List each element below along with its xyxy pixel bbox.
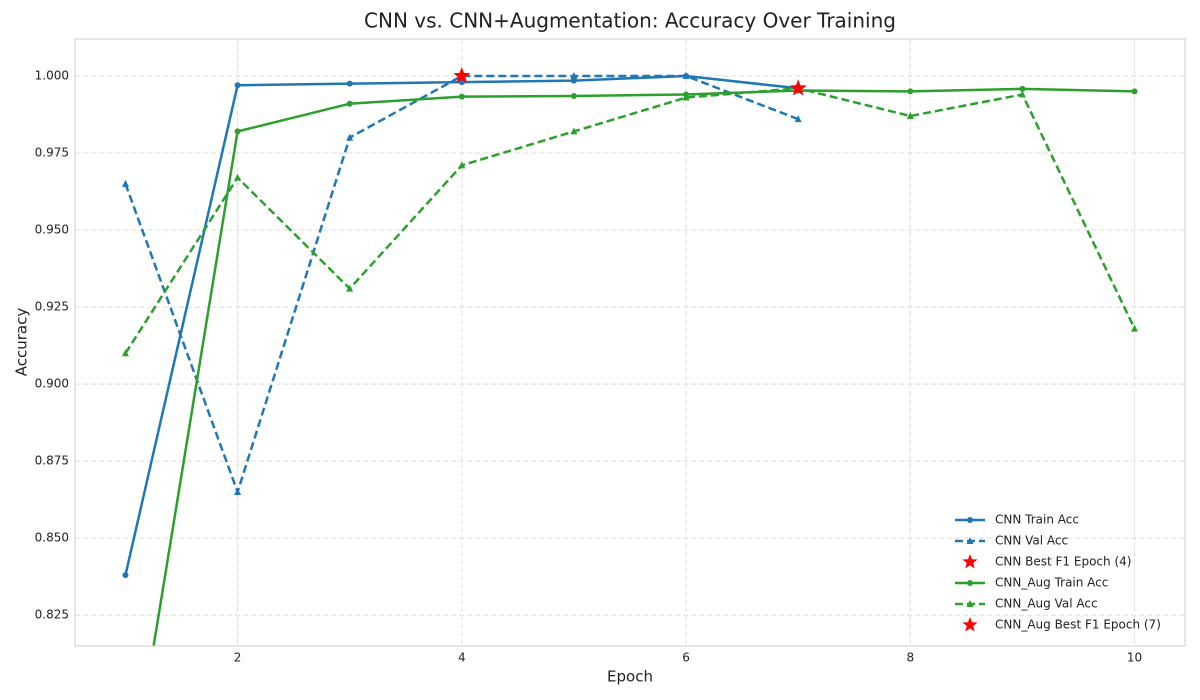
- point: [682, 71, 690, 79]
- point: [570, 93, 577, 100]
- point: [346, 80, 353, 87]
- point: [1131, 324, 1139, 332]
- legend-label: CNN_Aug Best F1 Epoch (7): [995, 618, 1161, 632]
- point: [1019, 85, 1026, 92]
- y-tick-label: 0.975: [35, 146, 69, 160]
- legend-label: CNN Best F1 Epoch (4): [995, 555, 1131, 569]
- x-axis-label: Epoch: [607, 668, 653, 686]
- point: [794, 115, 802, 123]
- legend-label: CNN_Aug Val Acc: [995, 597, 1098, 611]
- legend-marker: [967, 580, 973, 586]
- point: [346, 100, 353, 107]
- y-tick-label: 0.925: [35, 300, 69, 314]
- point: [906, 112, 914, 120]
- point: [122, 572, 129, 579]
- series-line: [152, 87, 1135, 646]
- x-tick-label: 6: [682, 651, 690, 665]
- point: [1018, 90, 1026, 98]
- y-tick-label: 0.825: [35, 608, 69, 622]
- point: [458, 161, 466, 169]
- point: [234, 487, 242, 495]
- y-axis-label: Accuracy: [13, 308, 31, 377]
- point: [570, 127, 578, 135]
- legend-label: CNN_Aug Train Acc: [995, 576, 1108, 590]
- point: [234, 128, 241, 135]
- point: [121, 349, 129, 357]
- legend-marker: [966, 537, 974, 544]
- x-tick-label: 4: [458, 651, 466, 665]
- legend-marker: [967, 517, 973, 523]
- point: [458, 93, 465, 100]
- legend-marker: [962, 617, 978, 632]
- legend-label: CNN Train Acc: [995, 513, 1079, 527]
- series-line: [124, 87, 1136, 354]
- y-tick-label: 0.850: [35, 531, 69, 545]
- y-tick-label: 0.900: [35, 377, 69, 391]
- point: [907, 88, 914, 95]
- best-marker: [453, 67, 471, 84]
- point: [121, 179, 129, 187]
- x-tick-label: 10: [1127, 651, 1142, 665]
- x-tick-label: 2: [234, 651, 242, 665]
- y-tick-label: 0.875: [35, 454, 69, 468]
- x-tick-label: 8: [906, 651, 914, 665]
- plot-area: [121, 67, 1139, 646]
- legend-marker: [962, 554, 978, 569]
- point: [346, 284, 354, 292]
- y-tick-label: 1.000: [35, 68, 69, 82]
- axes-frame: [74, 38, 1186, 647]
- legend-label: CNN Val Acc: [995, 534, 1068, 548]
- y-tick-label: 0.950: [35, 223, 69, 237]
- point: [346, 133, 354, 141]
- legend-marker: [966, 600, 974, 607]
- chart-title: CNN vs. CNN+Augmentation: Accuracy Over …: [364, 9, 896, 33]
- point: [682, 93, 690, 101]
- point: [234, 82, 241, 89]
- point: [570, 71, 578, 79]
- point: [234, 173, 242, 181]
- legend: CNN Train Acc CNN Val Acc CNN Best F1 Epoc…: [955, 513, 1161, 632]
- point: [570, 77, 577, 84]
- grid: [75, 39, 1185, 646]
- point: [1131, 88, 1138, 95]
- best-marker: [789, 79, 807, 96]
